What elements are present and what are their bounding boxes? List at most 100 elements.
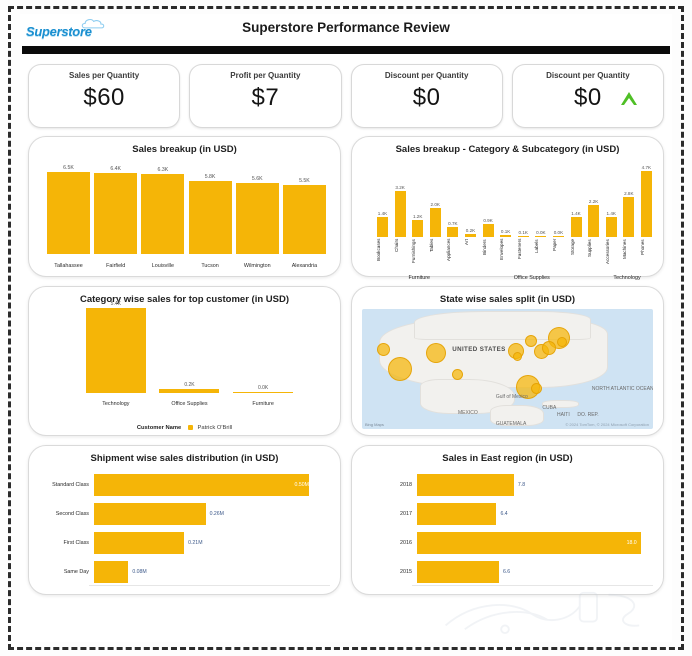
bar[interactable] (552, 236, 564, 237)
map-canvas[interactable]: UNITED STATES Gulf of Mexico MEXICO CUBA… (362, 309, 653, 429)
bar-row[interactable]: Same Day 0.08M (37, 557, 330, 586)
bar[interactable] (233, 392, 294, 393)
bar-column[interactable]: 5.6K (235, 163, 279, 254)
bar-column[interactable]: 5.8K (188, 163, 232, 254)
x-axis-tick-label: Louisville (151, 263, 174, 269)
kpi-card-discount-per-quantity[interactable]: Discount per Quantity $0 (350, 64, 503, 128)
superstore-logo[interactable]: Superstore (26, 18, 108, 42)
bar[interactable] (588, 205, 600, 237)
bar[interactable] (417, 531, 641, 554)
y-axis-tick-label: Same Day (63, 568, 89, 575)
kpi-card-profit-per-quantity[interactable]: Profit per Quantity $7 (189, 64, 342, 128)
bar-column[interactable]: 5.4K (85, 299, 146, 393)
bar-column[interactable]: 6.3K (141, 163, 185, 254)
bar[interactable] (517, 235, 529, 237)
bar[interactable] (482, 224, 494, 237)
card-state-map[interactable]: State wise sales split (in USD) (351, 286, 664, 436)
bar[interactable] (377, 216, 388, 237)
map-bubble[interactable] (452, 369, 464, 380)
bar-column[interactable]: 2.0K (429, 165, 442, 237)
bar-column[interactable]: 1.4K (376, 165, 389, 237)
bar[interactable] (464, 234, 476, 237)
bar[interactable] (94, 473, 309, 496)
bar-column[interactable]: 1.4K (570, 165, 583, 237)
bar-column[interactable]: 5.5K (282, 163, 326, 254)
map-label-mexico: MEXICO (458, 409, 478, 416)
bar-column[interactable]: 6.5K (47, 163, 90, 254)
bar[interactable] (94, 531, 185, 554)
bar[interactable] (605, 216, 617, 237)
bar-column[interactable]: 0.1K (499, 165, 512, 237)
bar[interactable] (570, 216, 582, 237)
bar[interactable] (447, 226, 459, 237)
bar-row[interactable]: Standard Class 0.50M (37, 470, 330, 499)
bar[interactable] (94, 502, 206, 525)
bar-value-label: 1.4K (606, 210, 616, 216)
kpi-card-sales-per-quantity[interactable]: Sales per Quantity $60 (28, 64, 181, 128)
bar[interactable] (417, 473, 514, 496)
chart-title: Category wise sales for top customer (in… (79, 294, 290, 305)
bar-value-label: 6.5K (63, 164, 74, 171)
kpi-card-discount-per-quantity-trend[interactable]: Discount per Quantity $0 (511, 64, 664, 128)
bar-row[interactable]: 2015 6.6 (360, 557, 653, 586)
bar[interactable] (235, 183, 279, 254)
bar-row[interactable]: Second Class 0.26M (37, 499, 330, 528)
bar[interactable] (535, 235, 547, 237)
bar[interactable] (500, 234, 512, 237)
bar[interactable] (394, 190, 406, 237)
bar[interactable] (429, 208, 441, 237)
bar-row[interactable]: 2016 18.0 (360, 528, 653, 557)
bar[interactable] (47, 171, 90, 254)
map-bubble[interactable] (513, 352, 523, 362)
card-east-region-sales[interactable]: Sales in East region (in USD) 2018 7.8 201… (351, 445, 664, 595)
kpi-label: Discount per Quantity (384, 71, 469, 80)
map-bubble[interactable] (530, 383, 542, 395)
bar[interactable] (141, 174, 185, 254)
x-axis-tick-label: Fasteners (516, 239, 522, 260)
bar-column[interactable]: 2.8K (622, 165, 635, 237)
bar[interactable] (417, 502, 497, 525)
bar-value-label: 2.0K (430, 202, 440, 208)
bar-column[interactable]: 2.2K (587, 165, 600, 237)
bar[interactable] (640, 171, 652, 237)
card-top-customer[interactable]: Category wise sales for top customer (in… (28, 286, 341, 436)
bar-column[interactable]: 0.0K (233, 299, 294, 393)
map-bubble[interactable] (376, 342, 390, 356)
bar[interactable] (417, 560, 499, 583)
bar[interactable] (188, 180, 232, 254)
bar-column[interactable]: 0.2K (159, 299, 220, 393)
card-city-sales[interactable]: Sales breakup (in USD) 6.5K 6.4K 6.3K 5.8K 5… (28, 136, 341, 277)
bar[interactable] (159, 389, 220, 393)
bar-column[interactable]: 0.2K (464, 165, 477, 237)
bar-row[interactable]: 2018 7.8 (360, 470, 653, 499)
bar-row[interactable]: First Class 0.21M (37, 528, 330, 557)
map-bubble[interactable] (556, 336, 567, 347)
card-shipment-sales[interactable]: Shipment wise sales distribution (in USD… (28, 445, 341, 595)
map-bubble[interactable] (542, 341, 557, 356)
chart-legend[interactable]: Customer Name Patrick O'Brill (29, 424, 340, 431)
map-bubble[interactable] (426, 342, 447, 363)
bar[interactable] (85, 308, 146, 393)
bar-value-label: 0.7K (448, 220, 458, 226)
bar-row[interactable]: 2017 6.4 (360, 499, 653, 528)
bar[interactable] (94, 173, 138, 254)
bar-column[interactable]: 1.2K (411, 165, 424, 237)
y-axis-tick-label: Second Class (55, 510, 89, 517)
bar[interactable] (282, 184, 326, 254)
map-bubble[interactable] (524, 335, 537, 348)
bar-column[interactable]: 4.7K (640, 165, 653, 237)
bar-column[interactable]: 1.4K (605, 165, 618, 237)
bar-column[interactable]: 0.7K (446, 165, 459, 237)
card-subcategory-sales[interactable]: Sales breakup - Category & Subcategory (… (351, 136, 664, 281)
bar[interactable] (623, 196, 635, 237)
bar[interactable] (94, 560, 129, 583)
bar-column[interactable]: 0.1K (517, 165, 530, 237)
bar-column[interactable]: 0.0K (534, 165, 547, 237)
bar-column[interactable]: 3.2K (394, 165, 407, 237)
bar-column[interactable]: 6.4K (94, 163, 138, 254)
bar[interactable] (412, 219, 424, 237)
bar-column[interactable]: 0.0K (552, 165, 565, 237)
map-bubble[interactable] (388, 357, 413, 381)
bar-column[interactable]: 0.9K (482, 165, 495, 237)
bar-track: 0.50M (94, 470, 330, 499)
